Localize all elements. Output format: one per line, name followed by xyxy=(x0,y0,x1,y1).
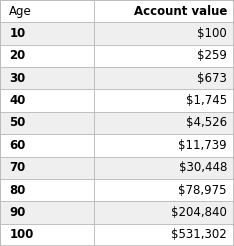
Bar xyxy=(94,134,234,156)
Text: $30,448: $30,448 xyxy=(179,161,227,174)
Text: 100: 100 xyxy=(9,228,34,241)
Bar xyxy=(0,90,94,112)
Text: $531,302: $531,302 xyxy=(171,228,227,241)
Text: 80: 80 xyxy=(9,184,26,197)
Bar xyxy=(94,201,234,224)
Bar xyxy=(94,90,234,112)
Text: $11,739: $11,739 xyxy=(178,139,227,152)
Text: 70: 70 xyxy=(9,161,26,174)
Text: 90: 90 xyxy=(9,206,26,219)
Bar xyxy=(94,156,234,179)
Bar xyxy=(0,156,94,179)
Bar xyxy=(0,179,94,201)
Bar xyxy=(0,224,94,246)
Text: Account value: Account value xyxy=(134,5,227,18)
Bar xyxy=(94,112,234,134)
Text: 20: 20 xyxy=(9,49,26,62)
Bar xyxy=(94,45,234,67)
Text: $204,840: $204,840 xyxy=(171,206,227,219)
Bar xyxy=(0,0,94,22)
Text: $78,975: $78,975 xyxy=(179,184,227,197)
Bar xyxy=(0,22,94,45)
Text: 60: 60 xyxy=(9,139,26,152)
Bar xyxy=(0,201,94,224)
Bar xyxy=(0,134,94,156)
Text: $259: $259 xyxy=(197,49,227,62)
Text: $4,526: $4,526 xyxy=(186,117,227,129)
Text: Age: Age xyxy=(9,5,32,18)
Bar xyxy=(0,67,94,90)
Bar xyxy=(94,179,234,201)
Text: $673: $673 xyxy=(197,72,227,85)
Text: $1,745: $1,745 xyxy=(186,94,227,107)
Bar xyxy=(0,112,94,134)
Bar xyxy=(94,0,234,22)
Bar xyxy=(94,67,234,90)
Bar xyxy=(94,22,234,45)
Text: 30: 30 xyxy=(9,72,26,85)
Text: 50: 50 xyxy=(9,117,26,129)
Text: $100: $100 xyxy=(197,27,227,40)
Text: 10: 10 xyxy=(9,27,26,40)
Bar xyxy=(94,224,234,246)
Text: 40: 40 xyxy=(9,94,26,107)
Bar xyxy=(0,45,94,67)
